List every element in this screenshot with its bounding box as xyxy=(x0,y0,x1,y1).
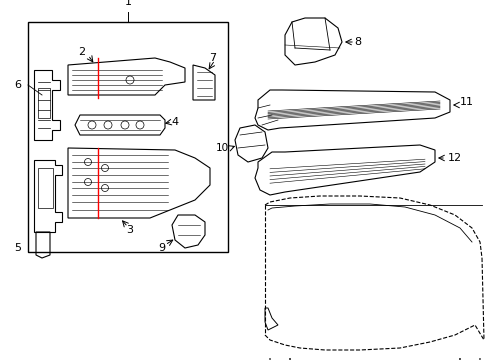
Text: 3: 3 xyxy=(126,225,133,235)
Text: 6: 6 xyxy=(15,80,21,90)
Bar xyxy=(28,22,227,252)
Text: 12: 12 xyxy=(447,153,461,163)
Text: 7: 7 xyxy=(209,53,216,63)
Text: 10: 10 xyxy=(215,143,228,153)
Text: 2: 2 xyxy=(78,47,85,57)
Polygon shape xyxy=(254,145,434,195)
Polygon shape xyxy=(254,90,449,130)
Text: 5: 5 xyxy=(15,243,21,253)
Text: 1: 1 xyxy=(124,0,131,7)
Text: 9: 9 xyxy=(158,243,165,253)
Text: 11: 11 xyxy=(459,97,473,107)
Polygon shape xyxy=(68,148,209,218)
Polygon shape xyxy=(68,58,184,95)
Text: 4: 4 xyxy=(171,117,178,127)
Text: 8: 8 xyxy=(354,37,361,47)
